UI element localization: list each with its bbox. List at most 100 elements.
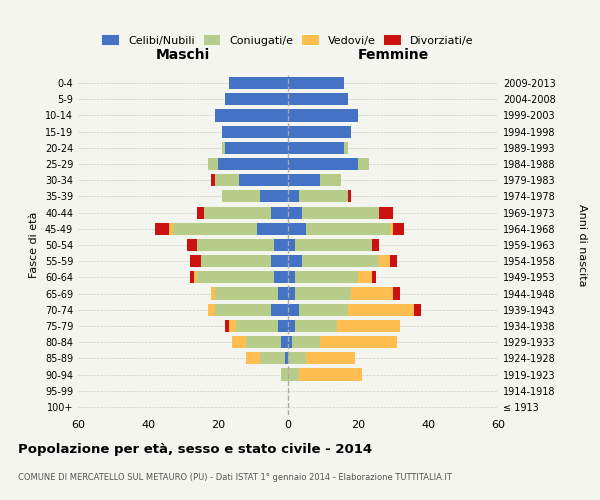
Bar [295,288,351,300]
Bar [288,352,305,364]
Bar [232,336,246,348]
Bar [204,206,271,218]
Bar [274,272,288,283]
Bar [211,174,215,186]
Bar [305,352,355,364]
Text: Maschi: Maschi [156,48,210,62]
Bar [347,190,351,202]
Text: COMUNE DI MERCATELLO SUL METAURO (PU) - Dati ISTAT 1° gennaio 2014 - Elaborazion: COMUNE DI MERCATELLO SUL METAURO (PU) - … [18,473,452,482]
Bar [197,272,274,283]
Bar [292,336,320,348]
Bar [344,142,347,154]
Bar [229,320,235,332]
Bar [173,222,257,235]
Bar [288,158,358,170]
Bar [295,320,337,332]
Bar [197,239,274,251]
Bar [372,272,376,283]
Bar [389,222,393,235]
Bar [277,288,288,300]
Bar [190,272,193,283]
Bar [305,222,389,235]
Bar [211,288,215,300]
Bar [208,304,215,316]
Bar [215,288,277,300]
Bar [393,288,400,300]
Bar [260,352,284,364]
Bar [284,352,288,364]
Bar [288,222,305,235]
Bar [281,368,288,380]
Bar [225,320,229,332]
Bar [288,320,295,332]
Bar [169,222,173,235]
Bar [414,304,421,316]
Bar [208,158,218,170]
Bar [379,206,393,218]
Bar [288,174,320,186]
Bar [271,304,288,316]
Bar [277,320,288,332]
Bar [299,190,347,202]
Bar [218,158,288,170]
Bar [288,126,351,138]
Bar [246,336,281,348]
Bar [197,206,204,218]
Bar [295,272,358,283]
Bar [358,158,368,170]
Bar [358,272,372,283]
Bar [288,304,299,316]
Bar [281,336,288,348]
Bar [274,239,288,251]
Bar [187,239,197,251]
Bar [299,368,361,380]
Bar [288,272,295,283]
Bar [302,206,379,218]
Bar [288,190,299,202]
Bar [239,174,288,186]
Bar [379,255,389,268]
Bar [190,255,200,268]
Bar [215,110,288,122]
Bar [221,126,288,138]
Bar [320,174,341,186]
Bar [288,142,344,154]
Bar [288,77,344,89]
Bar [288,288,295,300]
Bar [288,368,299,380]
Bar [155,222,169,235]
Bar [215,174,239,186]
Bar [260,190,288,202]
Bar [225,93,288,106]
Bar [372,239,379,251]
Bar [302,255,379,268]
Text: Popolazione per età, sesso e stato civile - 2014: Popolazione per età, sesso e stato civil… [18,442,372,456]
Bar [288,93,347,106]
Bar [288,206,302,218]
Bar [288,255,302,268]
Bar [271,255,288,268]
Bar [320,336,397,348]
Legend: Celibi/Nubili, Coniugati/e, Vedovi/e, Divorziati/e: Celibi/Nubili, Coniugati/e, Vedovi/e, Di… [100,33,476,48]
Bar [221,190,260,202]
Bar [389,255,397,268]
Text: Anni di nascita: Anni di nascita [577,204,587,286]
Bar [221,142,225,154]
Bar [351,288,393,300]
Bar [288,336,292,348]
Bar [246,352,260,364]
Bar [200,255,271,268]
Bar [295,239,372,251]
Bar [288,110,358,122]
Text: Femmine: Femmine [358,48,428,62]
Bar [271,206,288,218]
Bar [225,142,288,154]
Y-axis label: Fasce di età: Fasce di età [29,212,39,278]
Bar [347,304,414,316]
Bar [229,77,288,89]
Bar [215,304,271,316]
Bar [299,304,347,316]
Bar [235,320,277,332]
Bar [288,239,295,251]
Bar [393,222,404,235]
